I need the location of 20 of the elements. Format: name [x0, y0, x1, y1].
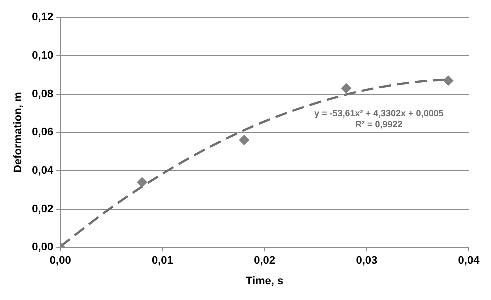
- point: [341, 84, 352, 94]
- point: [444, 76, 454, 86]
- x-tick-label: 0,01: [152, 255, 174, 268]
- y-tick-label: 0,06: [32, 126, 54, 139]
- annotation: R² = 0,9922: [356, 120, 403, 130]
- annotation: y = -53,61x² + 4,3302x + 0,0005: [314, 108, 444, 119]
- x-tick-label: 0,03: [356, 255, 378, 268]
- y-tick-label: 0,00: [32, 242, 54, 254]
- y-axis-title: Deformation, m: [12, 92, 25, 173]
- y-tick-label: 0,02: [32, 203, 54, 216]
- x-tick-label: 0,04: [458, 255, 481, 268]
- x-tick-label: 0,00: [50, 255, 72, 268]
- point: [137, 177, 148, 188]
- y-tick-label: 0,10: [32, 50, 54, 62]
- y-tick-label: 0,12: [32, 12, 54, 24]
- x-tick-label: 0,02: [254, 255, 276, 268]
- y-tick-label: 0,08: [32, 88, 54, 100]
- x-axis-title: Time, s: [246, 275, 284, 288]
- y-tick-label: 0,04: [32, 164, 54, 177]
- point: [239, 135, 250, 146]
